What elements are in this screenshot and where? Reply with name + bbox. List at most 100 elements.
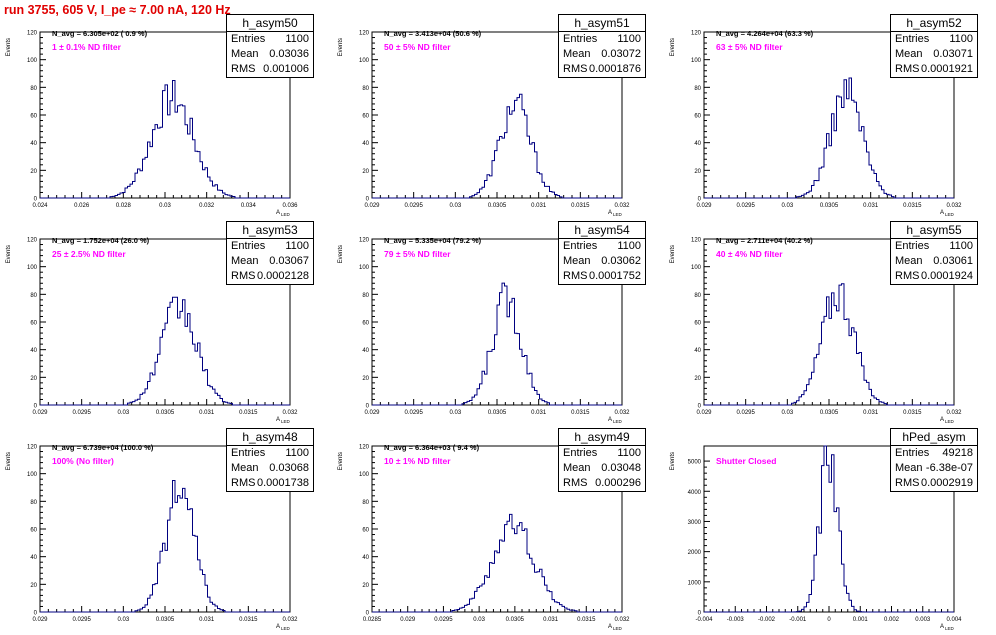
stats-label-entries: Entries — [563, 240, 598, 252]
stats-label-rms: RMS — [563, 270, 588, 282]
stats-box: h_asym53 Entries 1100 Mean 0.03067 RMS 0.00021… — [226, 221, 314, 285]
x-tick-label: 0.0285 — [363, 617, 382, 623]
y-tick-label: 60 — [30, 114, 37, 120]
stats-value-rms: 0.0001752 — [589, 270, 641, 282]
stats-label-mean: Mean — [231, 462, 259, 474]
y-tick-label: 60 — [694, 321, 701, 327]
x-tick-label: 0.004 — [946, 617, 962, 623]
stats-value-mean: -6.38e-07 — [925, 462, 973, 474]
filter-annotation: 25 ± 2.5% ND filter — [52, 249, 126, 259]
stats-value-mean: 0.03036 — [269, 48, 309, 60]
stats-row-rms: RMS 0.0001921 — [891, 62, 977, 77]
x-tick-label: 0.032 — [199, 203, 215, 209]
x-tick-label: 0.031 — [199, 617, 215, 623]
n-avg-label: N_avg = 6.364e+03 ( 9.4 %) — [384, 443, 480, 452]
y-tick-label: 3000 — [688, 520, 702, 526]
x-tick-label: 0.032 — [946, 203, 962, 209]
y-tick-label: 80 — [30, 293, 37, 299]
y-axis-label: Events — [670, 38, 676, 56]
x-tick-label: 0.0315 — [239, 617, 258, 623]
stats-label-mean: Mean — [895, 255, 923, 267]
y-tick-label: 40 — [362, 348, 369, 354]
stats-value-rms: 0.001006 — [263, 63, 309, 75]
x-tick-label: 0.0305 — [820, 410, 839, 416]
x-tick-label: 0.0295 — [72, 410, 91, 416]
histogram-line — [372, 282, 622, 406]
x-tick-label: 0.031 — [531, 410, 547, 416]
x-axis-subscript: LED — [613, 419, 623, 424]
y-tick-label: 60 — [362, 528, 369, 534]
stats-value-rms: 0.000296 — [595, 477, 641, 489]
stats-row-entries: Entries 1100 — [559, 32, 645, 47]
y-tick-label: 100 — [27, 472, 38, 478]
stats-value-mean: 0.03072 — [601, 48, 641, 60]
stats-value-rms: 0.0001924 — [921, 270, 973, 282]
y-tick-label: 60 — [694, 114, 701, 120]
stats-row-mean: Mean 0.03071 — [891, 47, 977, 62]
stats-label-mean: Mean — [563, 462, 591, 474]
stats-row-entries: Entries 1100 — [227, 239, 313, 254]
x-tick-label: 0.031 — [863, 203, 879, 209]
n-avg-label: N_avg = 2.711e+04 (40.2 %) — [716, 236, 813, 245]
x-tick-label: 0.0295 — [404, 203, 423, 209]
stats-value-rms: 0.0001738 — [257, 477, 309, 489]
n-avg-label: N_avg = 5.335e+04 (79.2 %) — [384, 236, 482, 245]
stats-value-mean: 0.03068 — [269, 462, 309, 474]
y-tick-label: 0 — [34, 611, 38, 617]
histogram-line — [372, 513, 622, 613]
histogram-panel-h_asym48: 0 20 40 60 80 100 120 0.029 0.0295 0.03 0.0305 0.03… — [0, 428, 332, 635]
histogram-panel-h_asym55: 0 20 40 60 80 100 120 0.029 0.0295 0.03 0.0305 0.03… — [664, 221, 996, 428]
histogram-svg: 0 1000 2000 3000 4000 5000 -0.004 -0.003 -0.002 -… — [670, 445, 962, 631]
y-tick-label: 80 — [362, 86, 369, 92]
stats-box: h_asym52 Entries 1100 Mean 0.03071 RMS 0.00019… — [890, 14, 978, 78]
x-axis-label: A — [940, 210, 944, 216]
y-tick-label: 5000 — [688, 460, 702, 466]
stats-label-entries: Entries — [231, 33, 266, 45]
x-tick-label: -0.002 — [758, 617, 776, 623]
stats-value-entries: 1100 — [949, 240, 973, 252]
stats-value-rms: 0.0002128 — [257, 270, 309, 282]
x-axis-label: A — [608, 624, 612, 630]
stats-row-mean: Mean -6.38e-07 — [891, 461, 977, 476]
x-tick-label: 0.032 — [614, 617, 630, 623]
y-tick-label: 100 — [691, 265, 702, 271]
stats-label-rms: RMS — [895, 63, 920, 75]
y-tick-label: 120 — [27, 445, 38, 451]
x-tick-label: 0.029 — [364, 410, 380, 416]
y-tick-label: 120 — [359, 445, 370, 451]
y-tick-label: 100 — [359, 58, 370, 64]
y-tick-label: 20 — [362, 169, 369, 175]
x-axis-label: A — [608, 210, 612, 216]
histogram-svg: 0 20 40 60 80 100 120 0.029 0.0295 0.03 0.0305 0.03… — [670, 29, 962, 217]
histogram-line — [40, 480, 290, 613]
page-title: run 3755, 605 V, I_pe ≈ 7.00 nA, 120 Hz — [4, 3, 231, 17]
histogram-name: h_asym48 — [227, 429, 313, 446]
x-tick-label: 0.024 — [32, 203, 48, 209]
y-tick-label: 120 — [691, 31, 702, 37]
x-tick-label: 0.0305 — [506, 617, 525, 623]
x-tick-label: 0.0295 — [736, 410, 755, 416]
histogram-name: hPed_asym — [891, 429, 977, 446]
y-tick-label: 40 — [30, 555, 37, 561]
stats-row-mean: Mean 0.03061 — [891, 254, 977, 269]
stats-value-entries: 1100 — [285, 33, 309, 45]
filter-annotation: 63 ± 5% ND filter — [716, 42, 783, 52]
histogram-svg: 0 20 40 60 80 100 120 0.024 0.026 0.028 0.03 0.032 0… — [6, 29, 298, 217]
x-tick-label: 0.0305 — [156, 617, 175, 623]
y-tick-label: 120 — [359, 238, 370, 244]
filter-annotation: 40 ± 4% ND filter — [716, 249, 783, 259]
x-tick-label: -0.004 — [695, 617, 713, 623]
y-tick-label: 100 — [27, 265, 38, 271]
y-tick-label: 80 — [362, 500, 369, 506]
x-tick-label: 0.031 — [199, 410, 215, 416]
stats-row-entries: Entries 49218 — [891, 446, 977, 461]
stats-value-rms: 0.0002919 — [921, 477, 973, 489]
y-tick-label: 40 — [694, 348, 701, 354]
stats-value-entries: 1100 — [285, 447, 309, 459]
stats-value-rms: 0.0001876 — [589, 63, 641, 75]
stats-box: h_asym54 Entries 1100 Mean 0.03062 RMS 0.00017… — [558, 221, 646, 285]
histogram-name: h_asym55 — [891, 222, 977, 239]
x-tick-label: 0.0315 — [571, 410, 590, 416]
y-tick-label: 40 — [30, 348, 37, 354]
x-axis-label: A — [608, 417, 612, 423]
